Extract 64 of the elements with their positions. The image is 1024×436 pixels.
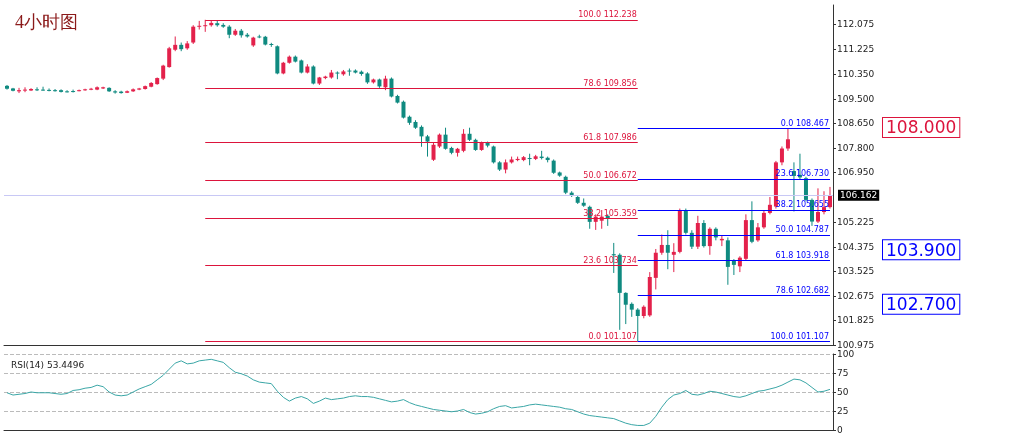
- y-tick-label: 109.500: [837, 93, 875, 104]
- text: RSI(14) 53.4496: [11, 359, 85, 370]
- candlestick: [443, 127, 448, 151]
- ref-line-label: 50.0 104.787: [775, 225, 829, 235]
- candlestick: [41, 86, 46, 92]
- chart-title: 4小时图: [15, 12, 78, 32]
- y-tick-label: 101.825: [837, 315, 875, 326]
- candlestick: [665, 229, 670, 270]
- candlestick: [803, 176, 808, 202]
- y-tick-label: 108.650: [837, 118, 875, 129]
- ref-line-label: 78.6 102.682: [775, 286, 829, 296]
- candlestick: [659, 234, 664, 256]
- ref-line-label: 50.0 106.672: [583, 171, 637, 180]
- y-tick-label: 102.675: [837, 290, 875, 301]
- y-tick-label: 100.975: [837, 340, 875, 350]
- y-tick-label: 25: [837, 406, 849, 416]
- candlestick: [53, 88, 58, 93]
- candlestick: [89, 87, 94, 91]
- y-tick-label: 110.350: [837, 69, 875, 80]
- candlestick: [755, 222, 760, 243]
- ref-line-label: 100.0 101.107: [770, 331, 829, 341]
- candlestick: [707, 226, 712, 256]
- candlestick: [35, 86, 40, 92]
- ref-line-label: 61.8 107.986: [583, 133, 637, 143]
- y-tick-label: 0: [837, 425, 843, 435]
- candlestick: [701, 219, 706, 249]
- ref-line-label: 78.6 109.856: [583, 79, 637, 89]
- candlestick: [425, 134, 430, 158]
- candlestick: [671, 242, 676, 273]
- candlestick: [83, 88, 88, 92]
- ref-line-label: 100.0 112.238: [578, 10, 637, 20]
- text: 102.700: [886, 294, 957, 315]
- candlestick: [419, 124, 424, 148]
- ref-line-label: 106.162: [840, 190, 878, 201]
- candlestick: [23, 86, 28, 93]
- y-tick-label: 104.375: [837, 241, 875, 252]
- line-series: [6, 358, 831, 426]
- candlestick: [779, 145, 784, 166]
- y-tick-label: 103.525: [837, 266, 875, 277]
- candlestick: [761, 209, 766, 230]
- candlestick: [785, 128, 790, 152]
- candlestick: [431, 141, 436, 162]
- candlestick: [695, 215, 700, 250]
- candlestick: [191, 24, 196, 45]
- text: 103.900: [886, 239, 957, 260]
- candlestick: [167, 46, 172, 69]
- candlestick: [635, 307, 640, 342]
- y-tick-label: 112.075: [837, 19, 875, 30]
- candlestick: [47, 87, 52, 92]
- y-tick-label: 100: [837, 349, 855, 359]
- candlestick: [461, 128, 466, 153]
- ref-line-label: 61.8 103.918: [775, 250, 829, 260]
- text: 108.000: [886, 117, 957, 138]
- y-tick-label: 111.225: [837, 44, 875, 55]
- y-tick-label: 106.950: [837, 167, 875, 178]
- ref-line-label: 0.0 101.107: [588, 331, 637, 341]
- candlestick: [683, 208, 688, 236]
- y-tick-label: 50: [837, 387, 849, 397]
- candlestick: [623, 291, 628, 325]
- ref-line-label: 0.0 108.467: [780, 119, 829, 129]
- y-tick-label: 107.800: [837, 142, 875, 153]
- candlestick: [749, 200, 754, 244]
- y-tick-label: 105.225: [837, 217, 875, 228]
- y-tick-label: 75: [837, 368, 849, 378]
